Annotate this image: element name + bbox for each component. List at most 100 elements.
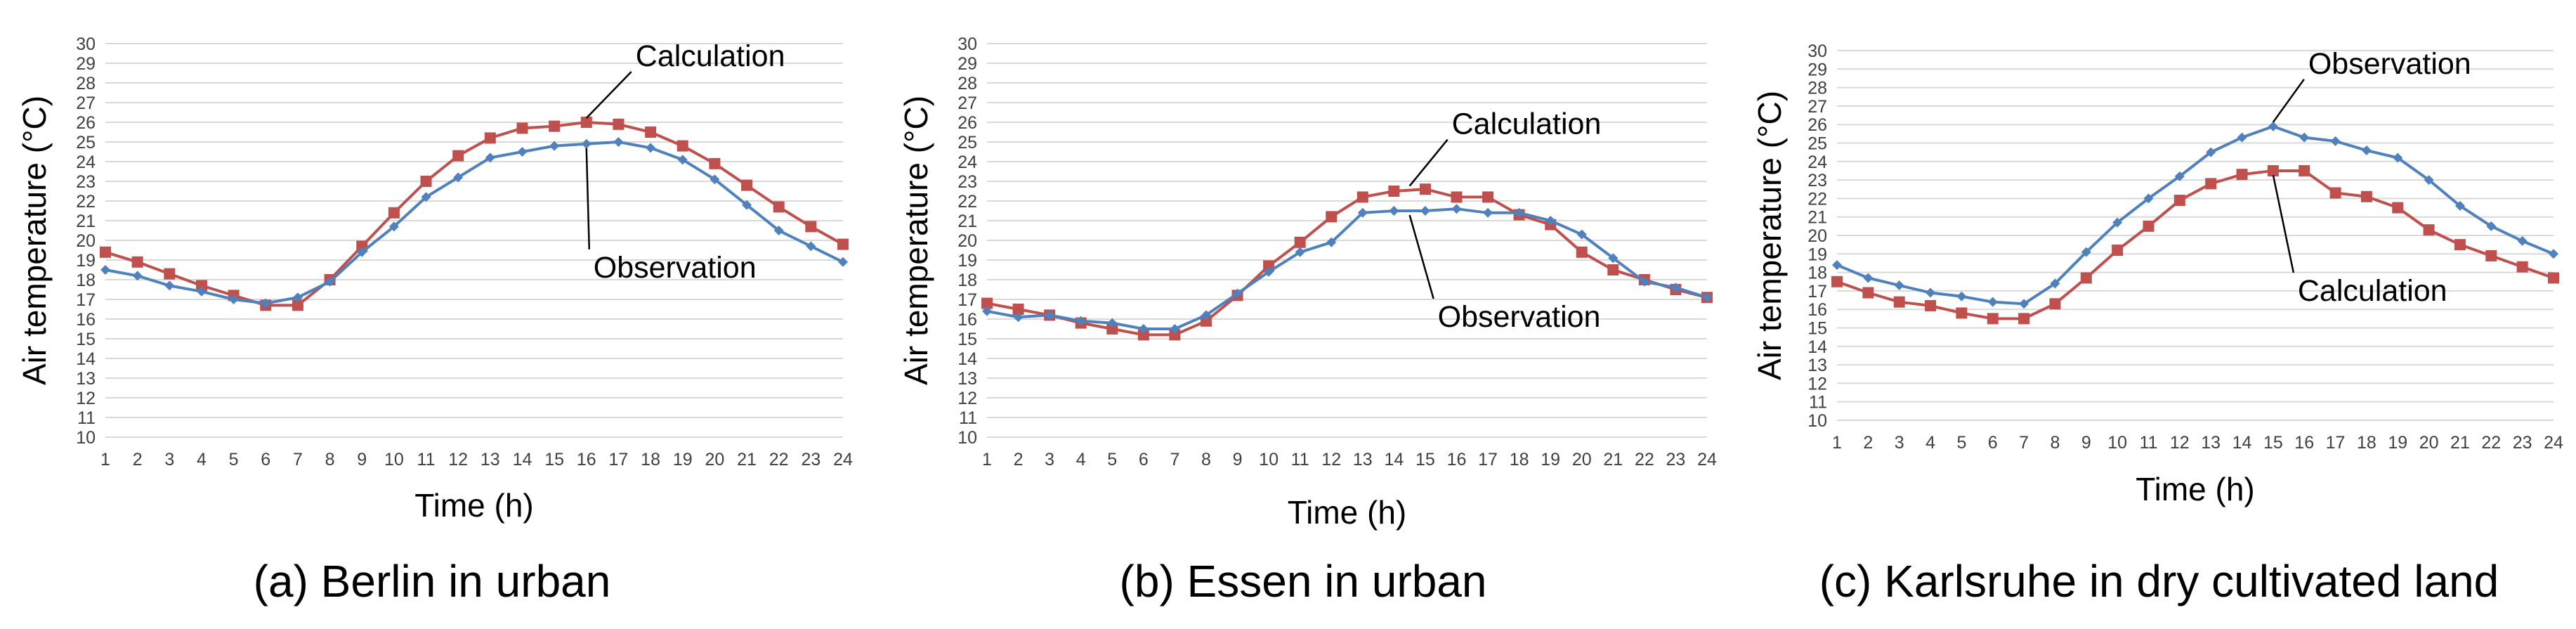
y-tick-label: 29	[76, 54, 96, 74]
x-tick-label: 23	[2513, 433, 2532, 453]
annotation-leader	[585, 148, 591, 249]
data-point	[2080, 272, 2092, 284]
x-tick-label: 23	[1666, 450, 1686, 469]
x-tick-label: 17	[609, 450, 629, 469]
x-tick-label: 10	[384, 450, 404, 469]
data-point	[1388, 186, 1400, 197]
x-tick-label: 22	[2481, 433, 2501, 453]
data-point	[1639, 276, 1649, 287]
annotation: Calculation	[2272, 174, 2447, 308]
annotation: Observation	[2272, 47, 2471, 123]
x-tick-label: 17	[2326, 433, 2346, 453]
data-point	[1831, 275, 1843, 287]
x-tick-label: 18	[641, 450, 660, 469]
y-tick-label: 28	[957, 74, 977, 93]
data-point	[2454, 200, 2465, 211]
x-tick-label: 3	[164, 450, 174, 469]
x-tick-label: 15	[1416, 450, 1435, 469]
y-tick-label: 28	[76, 74, 96, 93]
x-tick-label: 21	[2450, 433, 2470, 453]
x-tick-label: 21	[1603, 450, 1623, 469]
data-point	[1295, 247, 1305, 257]
x-tick-label: 16	[577, 450, 596, 469]
x-tick-label: 18	[2357, 433, 2376, 453]
x-tick-label: 21	[737, 450, 757, 469]
data-point	[2205, 178, 2217, 190]
chart-panel-berlin: 10 11 12 13 14 15 16 17 18 19 20 21 22 23 24 25 26 27 28 29…	[0, 0, 864, 629]
data-point	[1264, 266, 1274, 277]
y-tick-label: 25	[1807, 134, 1827, 154]
data-point	[2206, 147, 2216, 157]
data-point	[1137, 329, 1149, 341]
series-observation	[982, 204, 1712, 334]
annotation-label: Calculation	[1452, 108, 1602, 141]
y-tick-label: 27	[957, 93, 977, 113]
y-tick-label: 21	[1807, 208, 1827, 228]
data-point	[2268, 121, 2278, 131]
x-tick-label: 5	[229, 450, 239, 469]
data-point	[420, 176, 432, 187]
y-tick-label: 10	[957, 428, 977, 448]
x-axis: 1 2 3 4 5 6 7 8 9 10 11 12 13 14 15 16 17 18 19 20 21 22 23 24	[100, 450, 853, 469]
data-point	[2549, 249, 2558, 259]
annotation: Observation	[1408, 214, 1600, 334]
data-point	[453, 172, 464, 183]
y-tick-label: 24	[1807, 153, 1827, 172]
x-axis-label: Time (h)	[2136, 471, 2255, 507]
y-tick-label: 26	[76, 113, 96, 133]
data-point	[164, 268, 176, 280]
x-tick-label: 10	[1259, 450, 1279, 469]
data-point	[516, 122, 528, 134]
x-tick-label: 2	[133, 450, 143, 469]
data-point	[838, 257, 848, 267]
annotation: Calculation	[585, 39, 785, 119]
y-tick-label: 26	[957, 113, 977, 133]
data-point	[1862, 287, 1874, 299]
x-tick-label: 3	[1045, 450, 1054, 469]
data-point	[2329, 187, 2341, 199]
x-tick-label: 1	[100, 450, 110, 469]
series-observation	[100, 137, 848, 309]
data-point	[1200, 315, 1212, 327]
data-point	[388, 221, 399, 232]
x-tick-label: 12	[448, 450, 468, 469]
x-tick-label: 24	[1697, 450, 1717, 469]
data-point	[2081, 247, 2091, 257]
data-point	[1893, 296, 1905, 308]
data-point	[261, 298, 271, 309]
data-point	[1294, 236, 1306, 248]
data-point	[837, 238, 849, 250]
data-point	[677, 155, 688, 165]
y-tick-label: 11	[1809, 393, 1827, 413]
data-point	[1608, 253, 1619, 264]
data-point	[2330, 136, 2341, 146]
y-tick-label: 13	[957, 369, 977, 389]
y-tick-label: 22	[76, 192, 96, 212]
data-point	[1451, 191, 1463, 203]
x-tick-label: 24	[833, 450, 853, 469]
chart-caption: (a) Berlin in urban	[253, 556, 611, 607]
data-point	[982, 306, 992, 316]
annotation-label: Observation	[2308, 47, 2471, 81]
data-point	[1419, 183, 1431, 195]
y-tick-label: 16	[1807, 300, 1827, 320]
data-point	[2423, 224, 2435, 236]
x-tick-label: 4	[1076, 450, 1086, 469]
data-point	[1576, 246, 1588, 258]
data-point	[1389, 206, 1399, 216]
data-point	[1232, 288, 1243, 299]
data-point	[1357, 207, 1368, 218]
data-point	[195, 280, 207, 292]
y-tick-label: 17	[957, 290, 977, 310]
chart-svg-berlin: 1011121314151617181920212223242526272829…	[16, 34, 853, 524]
data-point	[164, 280, 175, 291]
y-axis: 1011121314151617181920212223242526272829…	[76, 34, 843, 448]
data-point	[2237, 132, 2247, 143]
data-point	[806, 241, 816, 252]
chart-panel-karlsruhe: 10 11 12 13 14 15 16 17 18 19 20 21 22 23 24 25 26 27 28 29…	[1742, 0, 2576, 629]
y-tick-label: 30	[76, 34, 96, 54]
annotation-leader	[1408, 138, 1449, 187]
y-tick-label: 11	[77, 408, 96, 428]
x-tick-label: 19	[2388, 433, 2407, 453]
x-tick-label: 5	[1956, 433, 1966, 453]
